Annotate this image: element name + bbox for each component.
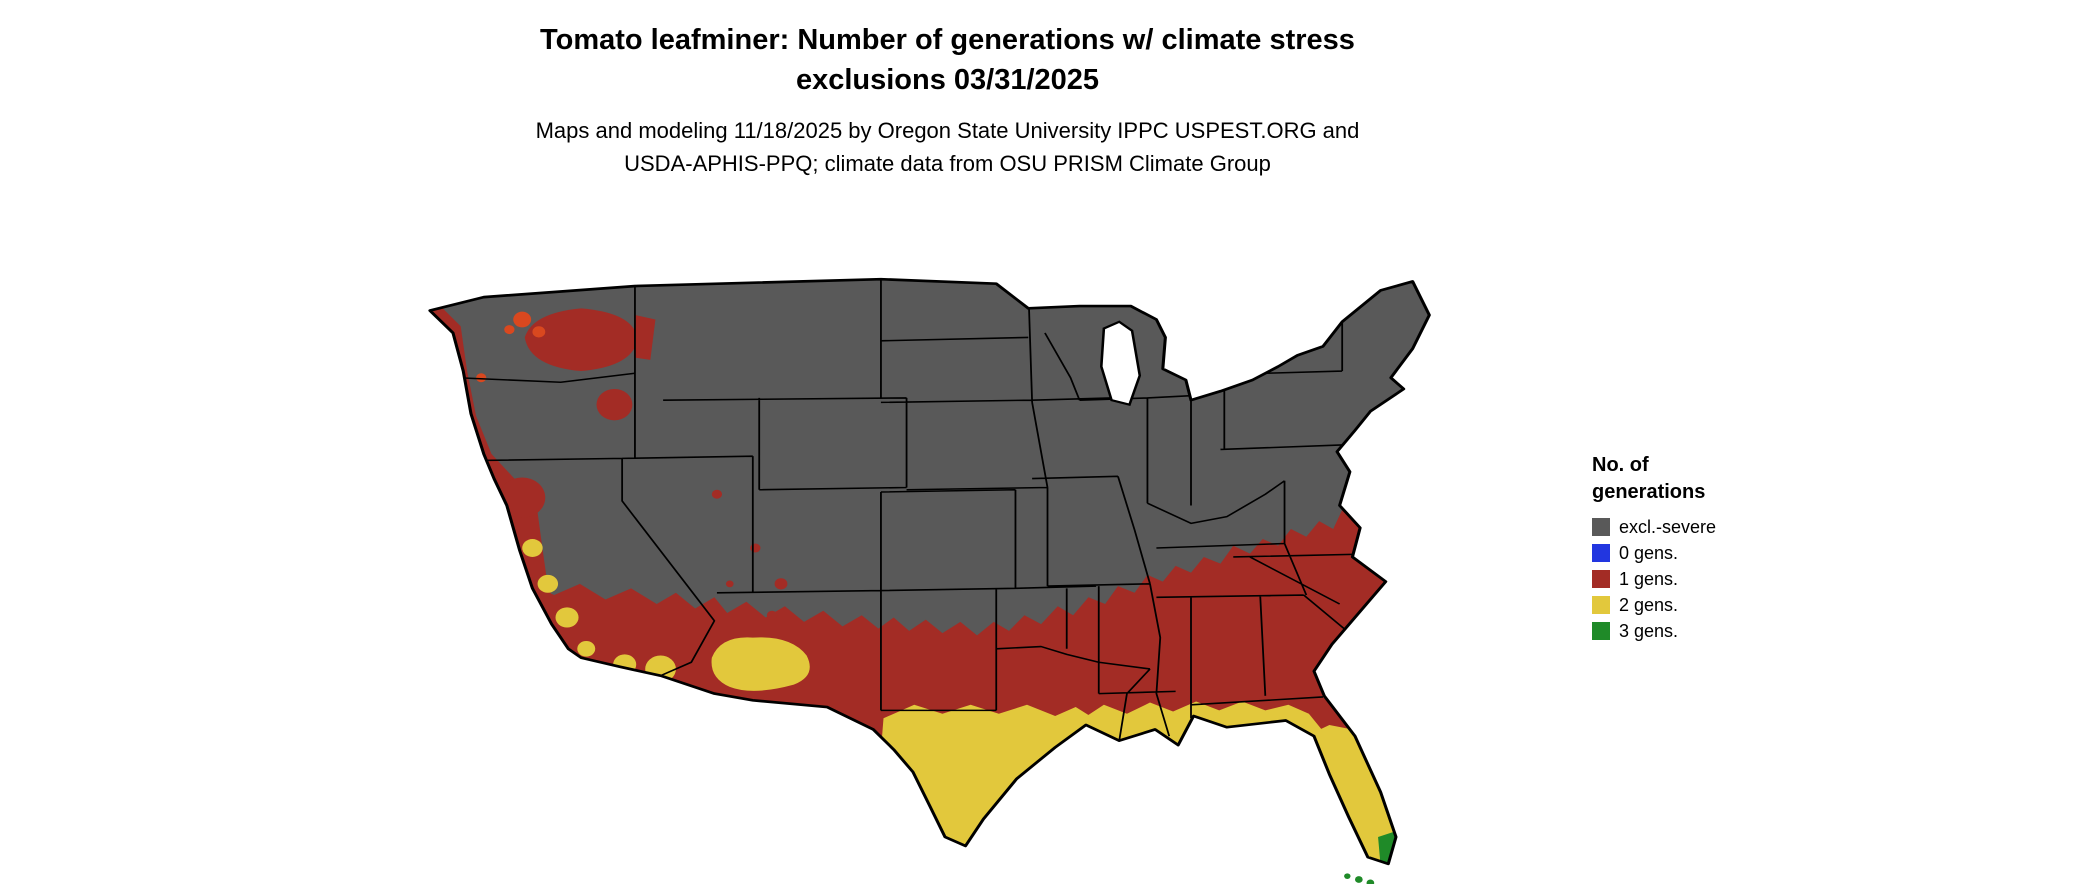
legend-swatch-2-gens bbox=[1592, 596, 1610, 614]
lake-michigan bbox=[1100, 320, 1142, 407]
legend-item-1-gens: 1 gens. bbox=[1592, 568, 1852, 589]
region-2gens-gulf-strip bbox=[1073, 701, 1322, 789]
figure-subtitle: Maps and modeling 11/18/2025 by Oregon S… bbox=[0, 114, 1895, 180]
us-outline bbox=[428, 277, 1431, 866]
legend-swatch-1-gens bbox=[1592, 570, 1610, 588]
region-hotspots bbox=[476, 311, 546, 383]
map-fill-layers bbox=[429, 279, 1430, 864]
legend-items: excl.-severe 0 gens. 1 gens. 2 gens. 3 g… bbox=[1592, 516, 1852, 641]
legend-swatch-3-gens bbox=[1592, 622, 1610, 640]
legend-item-0-gens: 0 gens. bbox=[1592, 542, 1852, 563]
florida-keys bbox=[1344, 873, 1375, 884]
legend-swatch-0-gens bbox=[1592, 544, 1610, 562]
legend-item-label: 3 gens. bbox=[1619, 620, 1679, 641]
us-map-svg bbox=[428, 277, 1431, 884]
legend-item-label: 0 gens. bbox=[1619, 542, 1679, 563]
map-legend: No. of generations excl.-severe 0 gens. … bbox=[1592, 452, 1852, 648]
legend-item-label: 2 gens. bbox=[1619, 594, 1679, 615]
legend-item-label: 1 gens. bbox=[1619, 568, 1679, 589]
figure-subtitle-line1: Maps and modeling 11/18/2025 by Oregon S… bbox=[535, 118, 1360, 143]
legend-title-line2: generations bbox=[1592, 481, 1706, 503]
figure-title-line2: exclusions 03/31/2025 bbox=[795, 64, 1100, 96]
legend-swatch-excl-severe bbox=[1592, 518, 1610, 536]
figure-header: Tomato leafminer: Number of generations … bbox=[0, 20, 1895, 180]
us-generations-map bbox=[330, 212, 1560, 884]
legend-item-excl-severe: excl.-severe bbox=[1592, 516, 1852, 537]
legend-item-label: excl.-severe bbox=[1619, 516, 1717, 537]
legend-item-2-gens: 2 gens. bbox=[1592, 594, 1852, 615]
region-2gens-south-texas bbox=[878, 704, 1120, 864]
legend-title-line1: No. of bbox=[1592, 454, 1649, 476]
region-2gens-arizona bbox=[711, 637, 810, 691]
figure-subtitle-line2: USDA-APHIS-PPQ; climate data from OSU PR… bbox=[624, 151, 1271, 176]
legend-title: No. of generations bbox=[1592, 452, 1852, 506]
region-3gens bbox=[1378, 830, 1409, 864]
legend-item-3-gens: 3 gens. bbox=[1592, 620, 1852, 641]
figure-title-line1: Tomato leafminer: Number of generations … bbox=[540, 24, 1355, 56]
